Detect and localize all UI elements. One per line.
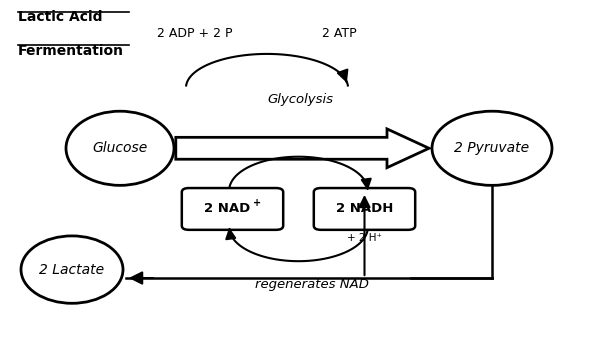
Text: + 2 H⁺: + 2 H⁺ <box>347 233 382 243</box>
Text: 2 NAD: 2 NAD <box>204 202 250 215</box>
FancyBboxPatch shape <box>182 188 283 230</box>
FancyArrow shape <box>176 129 429 167</box>
Ellipse shape <box>432 111 552 185</box>
Text: 2 NADH: 2 NADH <box>336 202 393 215</box>
Text: 2 ADP + 2 P: 2 ADP + 2 P <box>157 27 233 40</box>
Text: 2 ATP: 2 ATP <box>322 27 356 40</box>
Ellipse shape <box>66 111 174 185</box>
Text: 2 Pyruvate: 2 Pyruvate <box>454 141 530 155</box>
Text: +: + <box>253 198 261 208</box>
Text: Lactic Acid: Lactic Acid <box>18 10 103 24</box>
Text: 2 Lactate: 2 Lactate <box>40 263 104 277</box>
Text: Fermentation: Fermentation <box>18 44 124 58</box>
Text: regenerates NAD: regenerates NAD <box>255 278 369 291</box>
Ellipse shape <box>21 236 123 303</box>
Text: Glycolysis: Glycolysis <box>267 93 333 106</box>
FancyBboxPatch shape <box>314 188 415 230</box>
Text: Glucose: Glucose <box>92 141 148 155</box>
